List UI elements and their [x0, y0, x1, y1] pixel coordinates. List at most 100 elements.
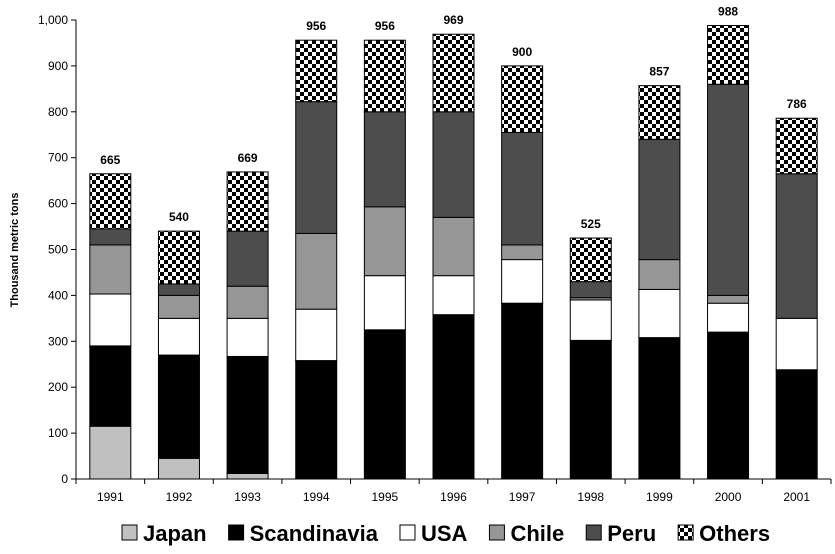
bar-segment-others: [707, 25, 750, 85]
legend-label-chile: Chile: [510, 521, 564, 546]
bar-segment-others: [226, 171, 269, 232]
y-tick-label: 1,000: [38, 13, 68, 27]
bar-segment-chile: [226, 285, 269, 319]
axes: 0 100 200 300 400 500 600 700 800 900 1,000 1991 199…: [38, 13, 832, 504]
x-tick-label: 1991: [97, 490, 124, 504]
bar-segment-usa: [707, 302, 750, 333]
bar-segment-peru: [89, 228, 132, 246]
y-tick-label: 200: [48, 380, 68, 394]
bar-segment-others: [638, 85, 681, 140]
bar-segment-scandinavia: [775, 369, 818, 480]
y-tick-label: 100: [48, 426, 68, 440]
bar-segment-usa: [501, 259, 544, 304]
x-tick-label: 1999: [646, 490, 673, 504]
bar-segment-scandinavia: [569, 339, 612, 480]
bar-segment-scandinavia: [295, 360, 338, 480]
x-tick-label: 1992: [166, 490, 193, 504]
bar-segment-scandinavia: [363, 329, 406, 480]
bar-segment-peru: [775, 173, 818, 319]
bar-segment-usa: [226, 317, 269, 357]
bar-segment-scandinavia: [432, 314, 475, 480]
legend-label-peru: Peru: [607, 521, 656, 546]
bar-segment-others: [89, 173, 132, 230]
bar-segment-chile: [432, 216, 475, 277]
legend-swatch-usa: [399, 524, 416, 541]
x-tick-label: 1994: [303, 490, 330, 504]
legend-swatch-japan: [121, 524, 138, 541]
bar-segment-others: [501, 65, 544, 133]
legend: Japan Scandinavia USA Chile Peru Others: [121, 521, 770, 546]
bar-total-label: 969: [443, 13, 463, 27]
legend-label-usa: USA: [421, 521, 468, 546]
y-tick-label: 500: [48, 243, 68, 257]
bar-segment-others: [775, 117, 818, 175]
bar-segment-japan: [89, 425, 132, 480]
bar-segment-others: [157, 230, 200, 285]
bar-total-label: 525: [581, 217, 601, 231]
legend-swatch-chile: [488, 524, 505, 541]
bar-segment-chile: [638, 259, 681, 290]
bar-segment-scandinavia: [157, 354, 200, 459]
x-tick-label: 2001: [783, 490, 810, 504]
x-tick-label: 1997: [509, 490, 536, 504]
bar-segment-scandinavia: [707, 331, 750, 480]
bar-segment-scandinavia: [226, 355, 269, 474]
legend-label-japan: Japan: [143, 521, 207, 546]
bar-segment-others: [295, 39, 338, 103]
bar-segment-usa: [363, 275, 406, 331]
bar-total-label: 988: [718, 5, 738, 19]
y-tick-label: 600: [48, 197, 68, 211]
bars: 665 540 669 956 956 969 900 525 857 988 786: [89, 5, 818, 480]
bar-segment-chile: [295, 232, 338, 310]
bar-total-label: 956: [306, 19, 326, 33]
bar-segment-others: [432, 33, 475, 113]
legend-swatch-others: [677, 524, 694, 541]
bar-segment-usa: [157, 317, 200, 356]
bar-total-label: 665: [100, 153, 120, 167]
bar-segment-usa: [295, 308, 338, 362]
y-tick-label: 0: [61, 472, 68, 486]
x-tick-label: 1993: [234, 490, 261, 504]
bar-segment-japan: [157, 457, 200, 480]
x-tick-label: 1998: [577, 490, 604, 504]
bar-segment-chile: [157, 294, 200, 319]
bar-segment-chile: [89, 244, 132, 295]
bar-total-label: 857: [649, 65, 669, 79]
bar-segment-usa: [432, 275, 475, 316]
bar-segment-others: [363, 39, 406, 113]
bar-segment-scandinavia: [638, 337, 681, 480]
bar-total-label: 540: [169, 210, 189, 224]
bar-total-label: 956: [375, 19, 395, 33]
x-tick-label: 1996: [440, 490, 467, 504]
bar-segment-chile: [363, 206, 406, 277]
bar-segment-peru: [157, 283, 200, 296]
legend-swatch-scandinavia: [228, 524, 245, 541]
bar-segment-usa: [89, 293, 132, 347]
bar-segment-peru: [569, 281, 612, 299]
y-axis-label: Thousand metric tons: [9, 193, 21, 308]
y-tick-label: 800: [48, 105, 68, 119]
bar-segment-others: [569, 237, 612, 283]
legend-label-others: Others: [699, 521, 770, 546]
y-tick-label: 300: [48, 334, 68, 348]
bar-total-label: 669: [238, 151, 258, 165]
y-tick-label: 900: [48, 59, 68, 73]
bar-segment-peru: [501, 131, 544, 246]
bar-segment-usa: [569, 299, 612, 341]
bar-segment-scandinavia: [501, 302, 544, 480]
bar-segment-usa: [775, 317, 818, 371]
bar-segment-peru: [226, 230, 269, 287]
bar-segment-scandinavia: [89, 345, 132, 427]
bar-segment-peru: [638, 138, 681, 261]
legend-swatch-peru: [585, 524, 602, 541]
bar-segment-chile: [501, 244, 544, 261]
y-tick-label: 400: [48, 288, 68, 302]
bar-segment-peru: [295, 101, 338, 234]
bar-total-label: 786: [787, 97, 807, 111]
bar-segment-peru: [432, 111, 475, 218]
bar-total-label: 900: [512, 45, 532, 59]
bar-segment-japan: [226, 472, 269, 480]
x-tick-label: 2000: [715, 490, 742, 504]
x-tick-label: 1995: [372, 490, 399, 504]
